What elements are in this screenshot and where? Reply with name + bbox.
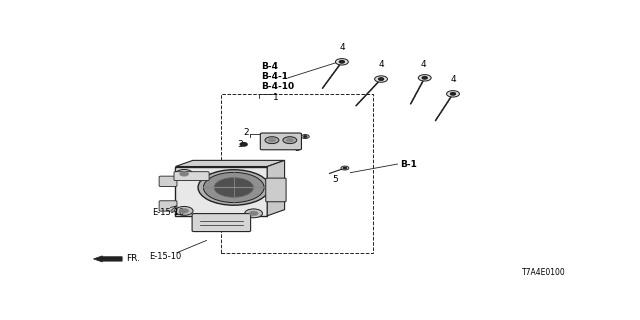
Text: 5: 5 <box>332 175 338 184</box>
Circle shape <box>214 178 253 197</box>
Circle shape <box>374 76 388 82</box>
Circle shape <box>341 166 349 170</box>
Text: E-15-10: E-15-10 <box>152 208 184 217</box>
Text: 4: 4 <box>339 43 345 52</box>
Circle shape <box>339 60 344 63</box>
Bar <box>221 94 372 253</box>
Circle shape <box>244 209 262 218</box>
Text: 4: 4 <box>378 60 384 69</box>
Circle shape <box>344 167 346 169</box>
Circle shape <box>240 143 247 146</box>
Text: 5: 5 <box>294 144 300 153</box>
FancyBboxPatch shape <box>159 176 177 187</box>
Circle shape <box>180 172 189 176</box>
Circle shape <box>269 139 275 142</box>
Polygon shape <box>268 160 285 216</box>
Text: B-4
B-4-1
B-4-10: B-4 B-4-1 B-4-10 <box>261 62 294 92</box>
Text: E-15-10: E-15-10 <box>150 252 182 261</box>
FancyBboxPatch shape <box>260 133 301 150</box>
Text: 4: 4 <box>420 60 426 69</box>
Circle shape <box>249 211 258 216</box>
Circle shape <box>419 75 431 81</box>
Circle shape <box>175 170 193 178</box>
Circle shape <box>283 137 297 144</box>
Text: FR.: FR. <box>126 254 140 263</box>
Circle shape <box>422 76 428 79</box>
Circle shape <box>286 139 293 142</box>
Circle shape <box>379 78 383 80</box>
Circle shape <box>265 137 279 144</box>
Text: B-1: B-1 <box>400 160 417 169</box>
Circle shape <box>335 59 348 65</box>
Text: 2: 2 <box>244 128 250 137</box>
FancyBboxPatch shape <box>174 172 209 180</box>
Circle shape <box>304 136 307 137</box>
Circle shape <box>301 134 309 139</box>
Circle shape <box>447 91 460 97</box>
Circle shape <box>451 92 456 95</box>
Circle shape <box>204 172 264 203</box>
FancyBboxPatch shape <box>159 201 177 211</box>
Circle shape <box>198 170 269 205</box>
FancyArrow shape <box>93 256 122 262</box>
Text: 4: 4 <box>450 75 456 84</box>
FancyBboxPatch shape <box>266 178 286 202</box>
Polygon shape <box>175 160 285 166</box>
Text: 3: 3 <box>237 140 243 149</box>
Text: T7A4E0100: T7A4E0100 <box>522 268 566 277</box>
Circle shape <box>180 209 189 213</box>
Text: 1: 1 <box>273 92 279 101</box>
Circle shape <box>175 206 193 215</box>
FancyBboxPatch shape <box>192 213 251 232</box>
FancyBboxPatch shape <box>175 166 268 216</box>
